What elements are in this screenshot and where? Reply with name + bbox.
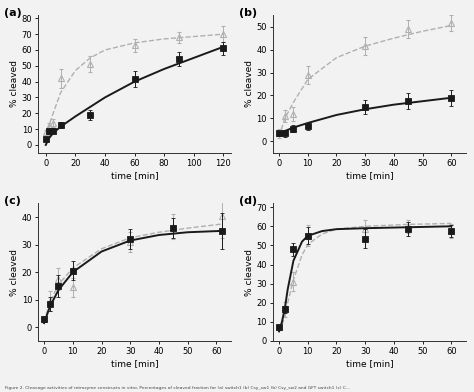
X-axis label: time [min]: time [min] — [346, 171, 393, 180]
Y-axis label: % cleaved: % cleaved — [245, 249, 254, 296]
Text: (b): (b) — [239, 8, 257, 18]
Text: (a): (a) — [4, 8, 21, 18]
Text: (d): (d) — [239, 196, 257, 207]
X-axis label: time [min]: time [min] — [346, 359, 393, 368]
Y-axis label: % cleaved: % cleaved — [10, 249, 19, 296]
Text: Figure 2. Cleavage activities of retrozyme constructs in vitro. Percentages of c: Figure 2. Cleavage activities of retrozy… — [5, 386, 350, 390]
Y-axis label: % cleaved: % cleaved — [245, 60, 254, 107]
X-axis label: time [min]: time [min] — [111, 171, 158, 180]
Y-axis label: % cleaved: % cleaved — [10, 60, 19, 107]
Text: (c): (c) — [4, 196, 21, 207]
X-axis label: time [min]: time [min] — [111, 359, 158, 368]
